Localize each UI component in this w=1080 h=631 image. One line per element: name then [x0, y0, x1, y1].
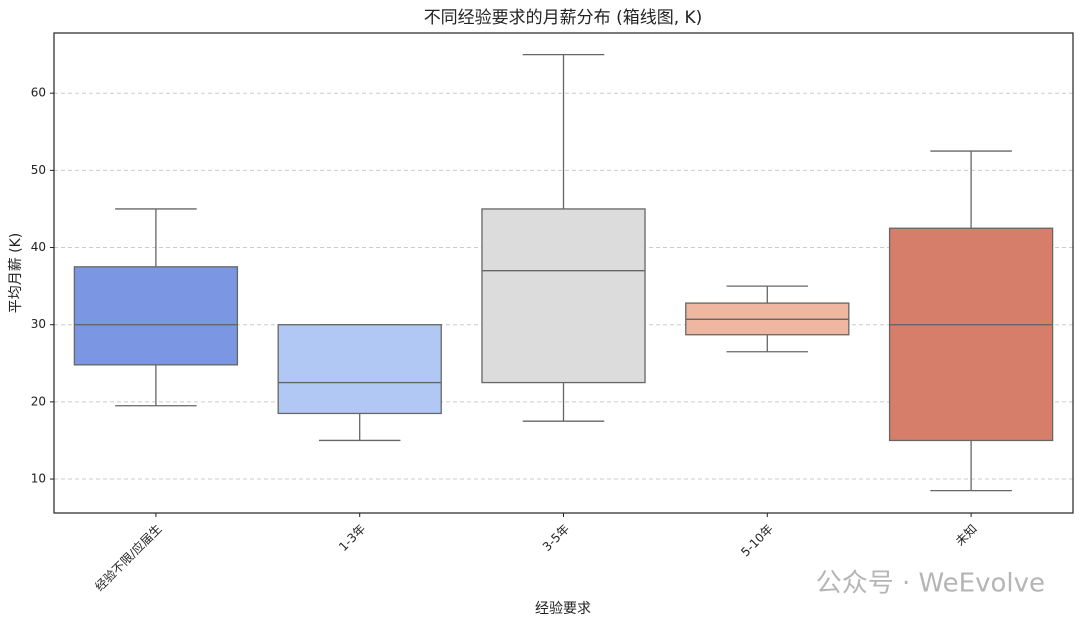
y-tick-label: 20 [31, 394, 46, 408]
chart-title: 不同经验要求的月薪分布 (箱线图, K) [424, 8, 703, 28]
y-tick-label: 30 [31, 317, 46, 331]
y-tick-label: 10 [31, 472, 46, 486]
watermark: 公众号 · WeEvolve [816, 569, 1045, 599]
box [73, 266, 239, 366]
x-tick-label: 1-3年 [336, 522, 368, 554]
x-tick-label: 经验不限/应届生 [92, 521, 165, 594]
x-tick-label: 3-5年 [540, 522, 572, 554]
plot-frame [53, 32, 1074, 514]
y-tick-label: 60 [31, 86, 46, 100]
box [277, 324, 442, 415]
y-tick-label: 50 [31, 163, 46, 177]
x-axis-label: 经验要求 [535, 601, 591, 617]
x-tick-label: 未知 [953, 522, 980, 549]
x-tick-label: 5-10年 [738, 522, 776, 560]
y-axis-label: 平均月薪 (K) [8, 233, 24, 314]
y-tick-label: 40 [31, 240, 46, 254]
box [888, 227, 1054, 442]
box [481, 208, 646, 384]
